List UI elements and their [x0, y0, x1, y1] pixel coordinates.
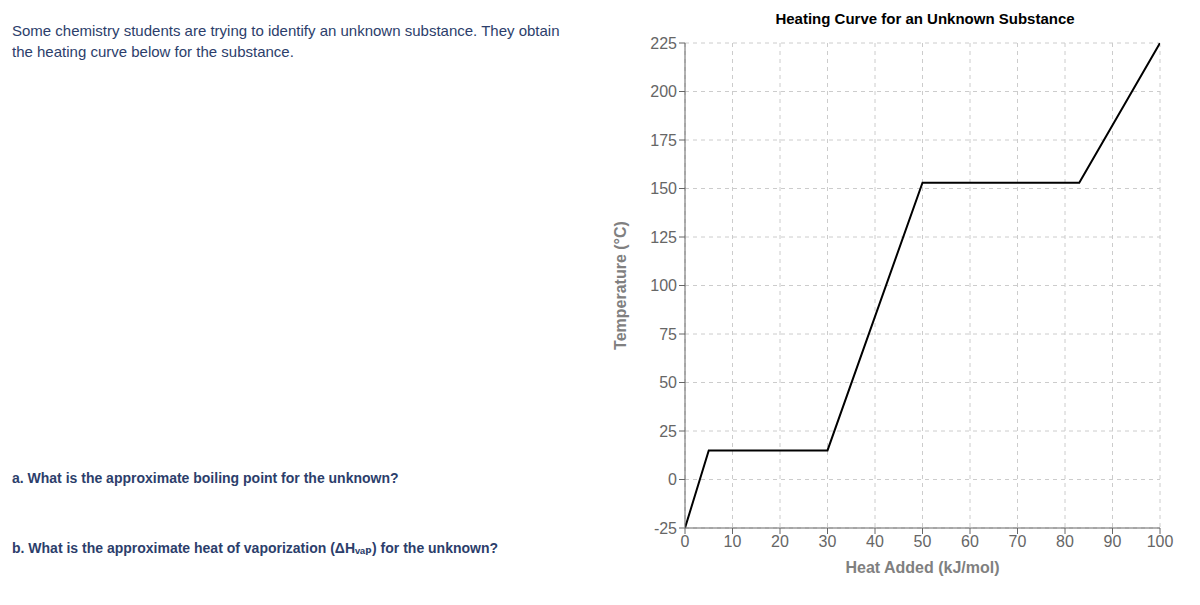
- svg-text:125: 125: [650, 229, 677, 246]
- svg-text:225: 225: [650, 35, 677, 52]
- svg-text:100: 100: [1147, 533, 1174, 550]
- svg-text:Temperature (°C): Temperature (°C): [612, 221, 629, 350]
- html-text:Some chemistry students are tr: Some chemistry students are trying to id…: [12, 22, 560, 60]
- svg-text:-25: -25: [654, 520, 677, 537]
- svg-text:80: 80: [1056, 533, 1074, 550]
- svg-text:200: 200: [650, 83, 677, 100]
- html-text:Heating Curve for an Unknown S: Heating Curve for an Unknown Substance: [775, 10, 1075, 27]
- svg-text:30: 30: [819, 533, 837, 550]
- svg-text:150: 150: [650, 180, 677, 197]
- svg-text:0: 0: [668, 471, 677, 488]
- svg-text:40: 40: [866, 533, 884, 550]
- svg-text:20: 20: [771, 533, 789, 550]
- svg-text:50: 50: [659, 374, 677, 391]
- svg-text:50: 50: [914, 533, 932, 550]
- svg-text:60: 60: [961, 533, 979, 550]
- svg-text:10: 10: [724, 533, 742, 550]
- svg-text:70: 70: [1009, 533, 1027, 550]
- svg-text:75: 75: [659, 326, 677, 343]
- html-text:b. What is the approximate hea: b. What is the approximate heat of vapor…: [12, 540, 499, 556]
- svg-text:175: 175: [650, 132, 677, 149]
- svg-text:0: 0: [681, 533, 690, 550]
- html-text:a. What is the approximate boi: a. What is the approximate boiling point…: [12, 470, 399, 486]
- svg-text:90: 90: [1104, 533, 1122, 550]
- svg-text:Heat Added (kJ/mol): Heat Added (kJ/mol): [845, 559, 999, 576]
- svg-text:25: 25: [659, 423, 677, 440]
- svg-text:100: 100: [650, 277, 677, 294]
